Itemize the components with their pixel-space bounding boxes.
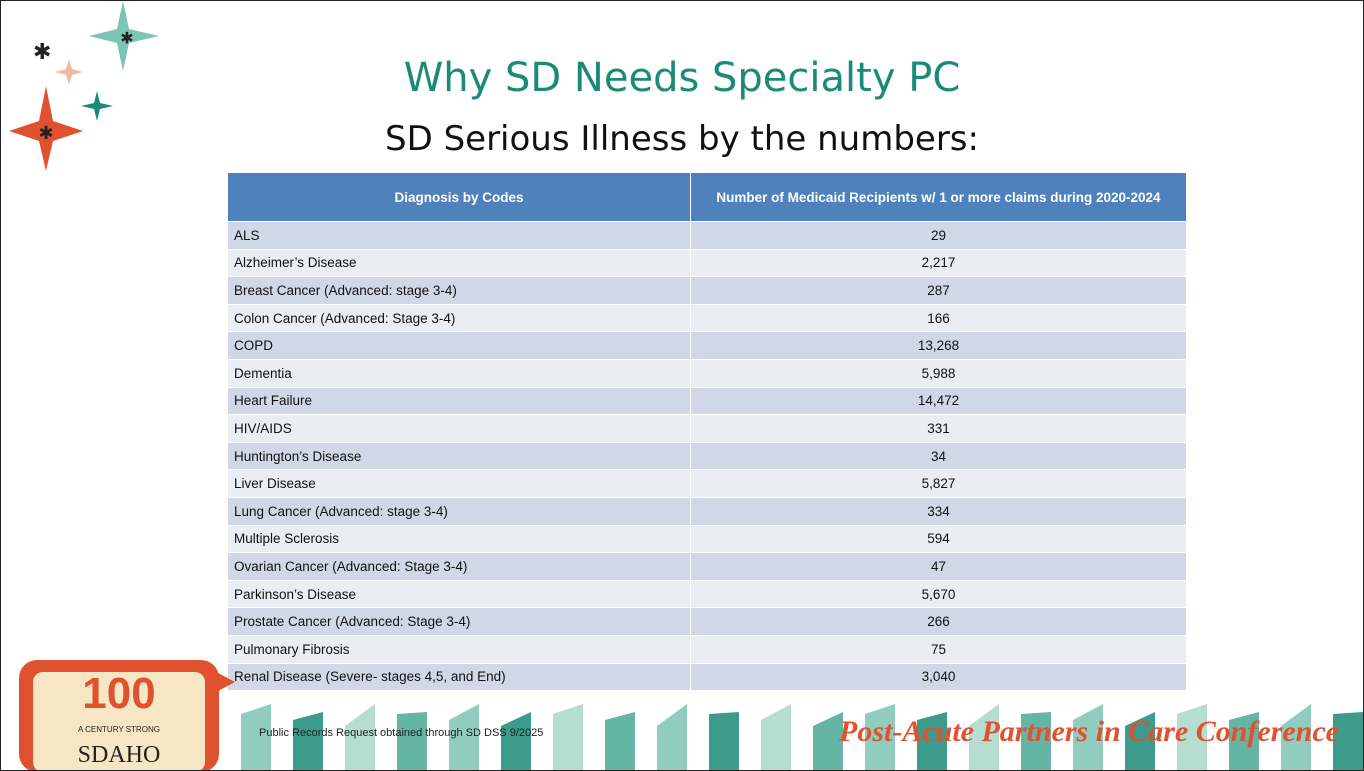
recipient-count: 287 [691, 277, 1187, 305]
decor-flag [293, 712, 323, 771]
decor-flag [605, 712, 635, 771]
logo: 100 A CENTURY STRONG SDAHO [9, 652, 244, 771]
diagnosis: Breast Cancer (Advanced: stage 3-4) [228, 277, 691, 305]
recipient-count: 47 [691, 553, 1187, 581]
diagnosis: Parkinson’s Disease [228, 580, 691, 608]
table-row: Lung Cancer (Advanced: stage 3-4)334 [228, 497, 1187, 525]
diagnosis: ALS [228, 222, 691, 250]
svg-text:✱: ✱ [120, 29, 133, 48]
subtitle: SD Serious Illness by the numbers: [1, 119, 1363, 159]
source-note: Public Records Request obtained through … [259, 727, 543, 739]
table-row: Renal Disease (Severe- stages 4,5, and E… [228, 663, 1187, 691]
diagnosis: Alzheimer’s Disease [228, 249, 691, 277]
title: Why SD Needs Specialty PC [1, 55, 1363, 101]
diagnosis: Lung Cancer (Advanced: stage 3-4) [228, 497, 691, 525]
diagnosis: Dementia [228, 359, 691, 387]
conference-name: Post-Acute Partners in Care Conference [839, 715, 1339, 749]
column-header: Diagnosis by Codes [228, 173, 691, 222]
table-row: Prostate Cancer (Advanced: Stage 3-4)266 [228, 608, 1187, 636]
recipient-count: 75 [691, 635, 1187, 663]
data-table: Diagnosis by Codes Number of Medicaid Re… [227, 172, 1187, 691]
diagnosis: COPD [228, 332, 691, 360]
table-row: Ovarian Cancer (Advanced: Stage 3-4)47 [228, 553, 1187, 581]
diagnosis: Renal Disease (Severe- stages 4,5, and E… [228, 663, 691, 691]
diagnosis: Liver Disease [228, 470, 691, 498]
diagnosis: Huntington’s Disease [228, 442, 691, 470]
recipient-count: 5,670 [691, 580, 1187, 608]
slide: ✱ ✱ ✱ Why SD Needs Specialty PC SD Serio… [0, 0, 1364, 771]
decor-flag [553, 704, 583, 771]
decor-flag [397, 712, 427, 771]
recipient-count: 3,040 [691, 663, 1187, 691]
recipient-count: 594 [691, 525, 1187, 553]
table-row: Breast Cancer (Advanced: stage 3-4)287 [228, 277, 1187, 305]
logo-number: 100 [82, 669, 155, 718]
logo-tagline: A CENTURY STRONG [78, 725, 160, 734]
recipient-count: 166 [691, 304, 1187, 332]
recipient-count: 2,217 [691, 249, 1187, 277]
diagnosis: Pulmonary Fibrosis [228, 635, 691, 663]
decor-flag [709, 712, 739, 771]
decor-flag [657, 704, 687, 771]
diagnosis: Ovarian Cancer (Advanced: Stage 3-4) [228, 553, 691, 581]
decor-flag [761, 704, 791, 771]
recipient-count: 14,472 [691, 387, 1187, 415]
column-header: Number of Medicaid Recipients w/ 1 or mo… [691, 173, 1187, 222]
recipient-count: 334 [691, 497, 1187, 525]
diagnosis: Multiple Sclerosis [228, 525, 691, 553]
diagnosis: Heart Failure [228, 387, 691, 415]
recipient-count: 34 [691, 442, 1187, 470]
diagnosis: Colon Cancer (Advanced: Stage 3-4) [228, 304, 691, 332]
recipient-count: 5,988 [691, 359, 1187, 387]
diagnosis: Prostate Cancer (Advanced: Stage 3-4) [228, 608, 691, 636]
table-row: Colon Cancer (Advanced: Stage 3-4)166 [228, 304, 1187, 332]
logo-name: SDAHO [78, 742, 161, 768]
diagnosis: HIV/AIDS [228, 415, 691, 443]
recipient-count: 29 [691, 222, 1187, 250]
decor-flag [501, 712, 531, 771]
recipient-count: 13,268 [691, 332, 1187, 360]
recipient-count: 331 [691, 415, 1187, 443]
recipient-count: 266 [691, 608, 1187, 636]
recipient-count: 5,827 [691, 470, 1187, 498]
